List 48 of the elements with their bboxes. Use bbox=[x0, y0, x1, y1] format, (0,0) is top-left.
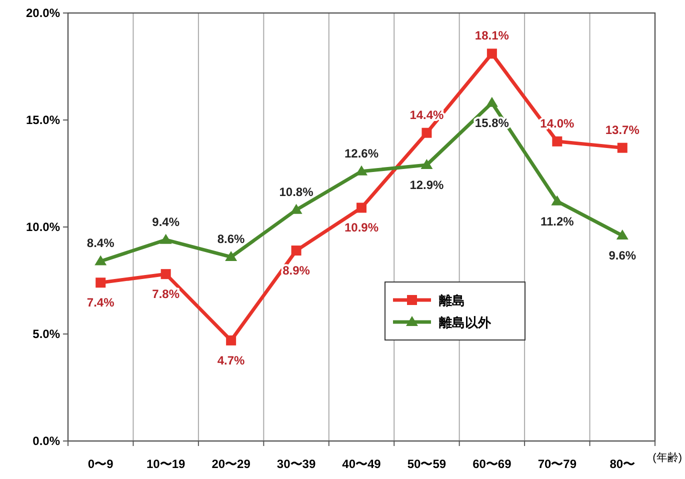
x-tick-label: 80〜 bbox=[610, 457, 636, 471]
y-tick-label: 0.0% bbox=[32, 434, 60, 448]
x-axis-title: (年齢) bbox=[652, 452, 682, 464]
point bbox=[94, 255, 107, 266]
data-label: 8.4% bbox=[86, 236, 115, 250]
data-label: 4.7% bbox=[217, 353, 246, 368]
legend-label: 離島以外 bbox=[438, 315, 492, 330]
point bbox=[356, 202, 366, 213]
point bbox=[225, 250, 238, 261]
data-label: 10.8% bbox=[279, 184, 314, 199]
data-label: 8.9% bbox=[282, 264, 310, 278]
point bbox=[486, 48, 497, 59]
x-tick-label: 10〜19 bbox=[146, 457, 186, 471]
data-label: 7.8% bbox=[152, 287, 180, 302]
legend-label: 離島 bbox=[438, 293, 465, 308]
data-label: 8.6% bbox=[217, 232, 246, 246]
point bbox=[552, 136, 562, 146]
data-label: 7.4% bbox=[86, 296, 115, 310]
data-label: 11.2% bbox=[540, 214, 574, 228]
x-tick-label: 50〜59 bbox=[407, 457, 446, 471]
x-tick-label: 60〜69 bbox=[472, 457, 512, 471]
x-tick-label: 70〜79 bbox=[538, 457, 577, 471]
point bbox=[617, 142, 628, 153]
point bbox=[226, 335, 236, 346]
data-label: 12.6% bbox=[344, 146, 379, 160]
data-label: 9.6% bbox=[608, 248, 636, 263]
y-tick-label: 5.0% bbox=[32, 327, 60, 341]
data-label: 12.9% bbox=[410, 178, 444, 192]
point bbox=[291, 246, 302, 256]
point bbox=[290, 204, 302, 214]
data-label: 13.7% bbox=[605, 122, 640, 137]
point bbox=[96, 278, 106, 288]
x-tick-label: 30〜39 bbox=[276, 457, 316, 471]
data-label: 18.1% bbox=[474, 28, 510, 43]
data-label: 9.4% bbox=[152, 214, 180, 229]
data-label: 10.9% bbox=[344, 220, 379, 235]
x-tick-label: 40〜49 bbox=[342, 457, 382, 471]
point bbox=[160, 234, 172, 244]
point bbox=[486, 96, 498, 107]
y-tick-label: 15.0% bbox=[26, 113, 60, 127]
point bbox=[616, 230, 628, 240]
x-tick-label: 0〜9 bbox=[88, 457, 114, 471]
y-tick-label: 20.0% bbox=[26, 6, 60, 20]
x-tick-label: 20〜29 bbox=[212, 457, 251, 471]
y-tick-label: 10.0% bbox=[26, 220, 60, 234]
point bbox=[420, 158, 433, 169]
point bbox=[160, 269, 171, 280]
point bbox=[422, 128, 432, 138]
